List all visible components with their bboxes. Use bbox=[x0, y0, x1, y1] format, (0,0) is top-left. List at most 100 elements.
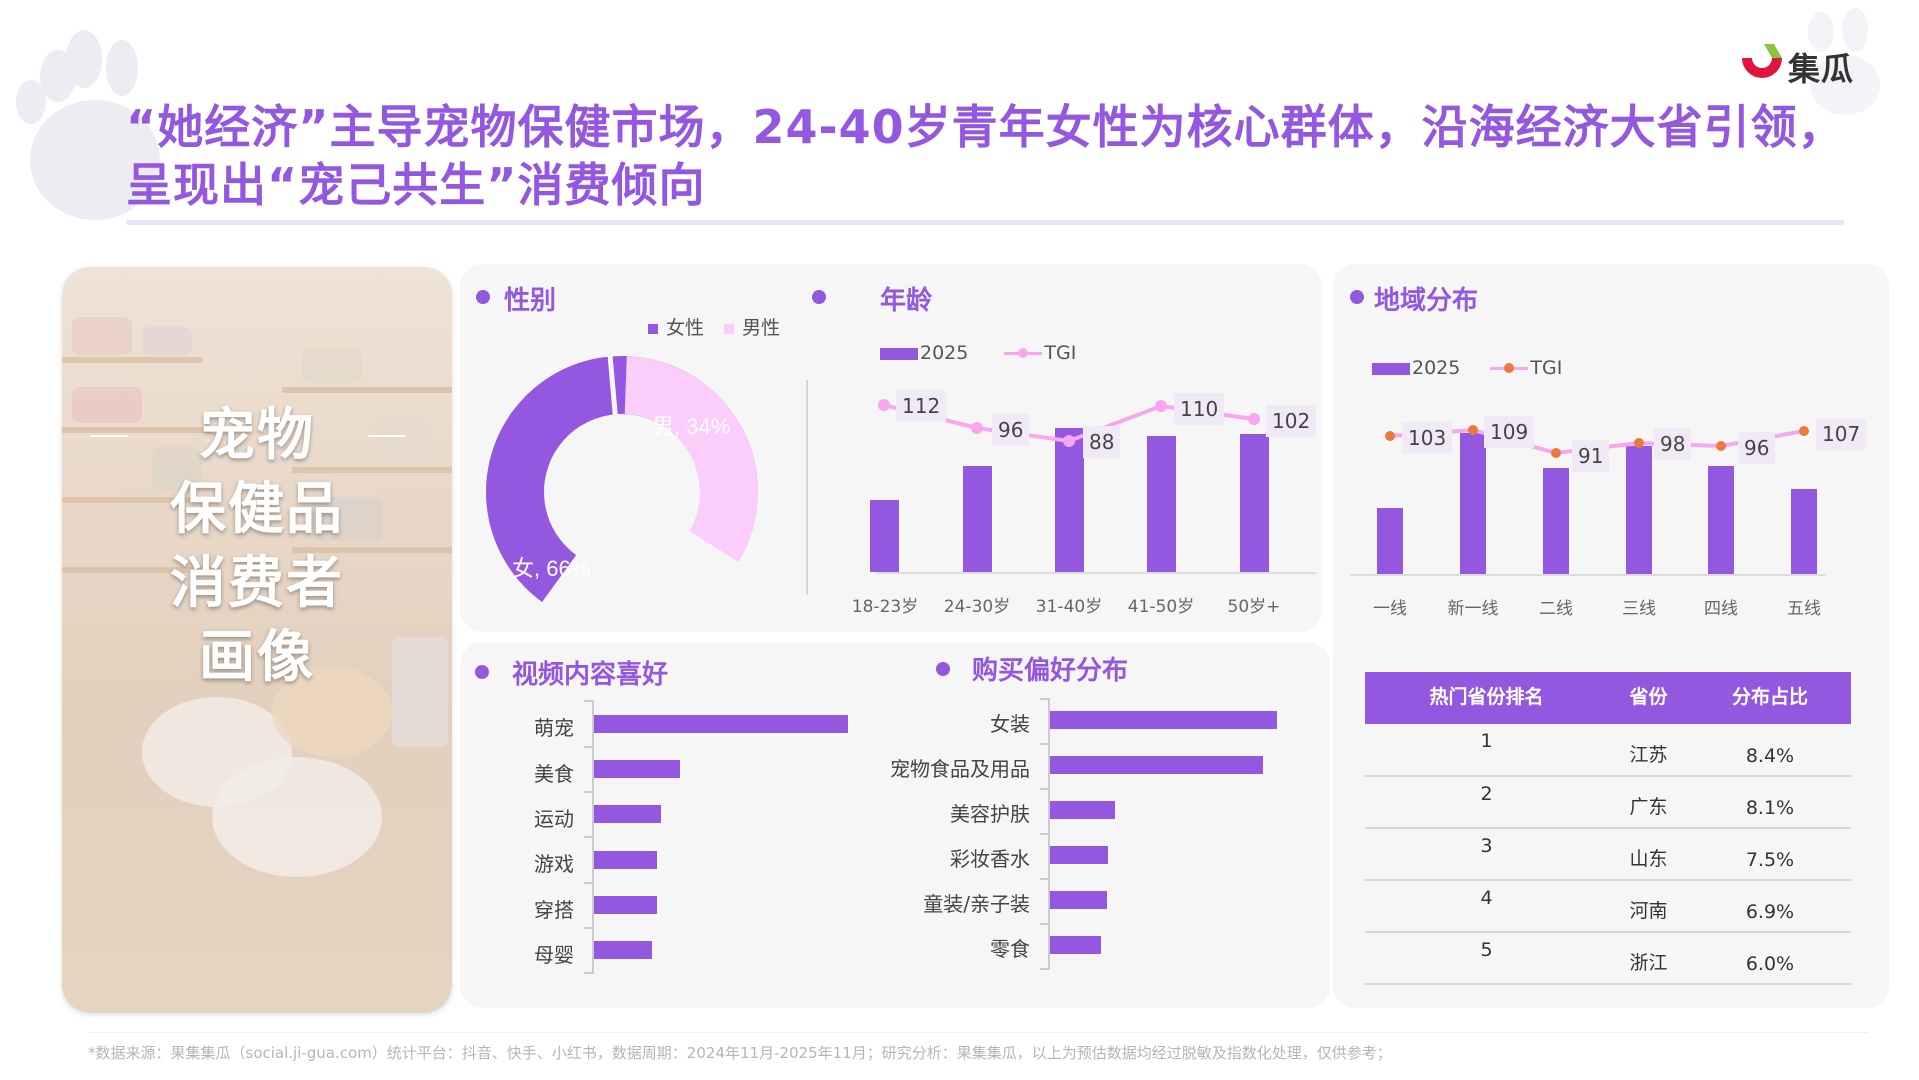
gender-title: 性别 bbox=[504, 286, 557, 316]
section-dot bbox=[475, 665, 489, 679]
female-slice-label: 女, 66% bbox=[512, 556, 590, 581]
age-bar bbox=[963, 466, 992, 572]
age-x-label: 18-23岁 bbox=[851, 597, 919, 617]
region-title: 地域分布 bbox=[1374, 286, 1479, 316]
region-tgi-label: 103 bbox=[1402, 422, 1453, 454]
legend-line-swatch bbox=[1004, 348, 1043, 358]
header-province: 省份 bbox=[1607, 672, 1689, 724]
purchase-title: 购买偏好分布 bbox=[972, 656, 1129, 686]
video-category-label: 运动 bbox=[534, 807, 574, 831]
header-rank: 热门省份排名 bbox=[1365, 672, 1608, 724]
logo-text: 集瓜 bbox=[1788, 50, 1855, 88]
rank-cell: 2 bbox=[1365, 776, 1608, 829]
data-source-footnote: *数据来源：果集集瓜（social.ji-gua.com）统计平台：抖音、快手、… bbox=[88, 1044, 1392, 1062]
video-bar bbox=[594, 896, 657, 914]
purchase-category-label: 零食 bbox=[990, 937, 1030, 961]
purchase-category-label: 女装 bbox=[990, 712, 1030, 736]
table-row: 4 河南 6.9% bbox=[1365, 880, 1851, 933]
purchase-category-label: 宠物食品及用品 bbox=[890, 757, 1030, 781]
cover-title: 宠物 保健品 消费者 画像 bbox=[170, 403, 344, 690]
video-bar bbox=[594, 805, 661, 823]
share-cell: 6.0% bbox=[1688, 932, 1851, 985]
footer-divider bbox=[88, 1032, 1868, 1033]
purchase-y-axis bbox=[1048, 698, 1050, 970]
video-category-label: 游戏 bbox=[534, 852, 574, 876]
rank-cell: 4 bbox=[1365, 880, 1608, 933]
age-bar bbox=[1147, 436, 1176, 572]
region-bar bbox=[1460, 433, 1486, 574]
legend-bar-swatch bbox=[1372, 362, 1410, 375]
province-cell: 广东 bbox=[1607, 776, 1689, 829]
legend-swatch-male bbox=[724, 324, 735, 334]
age-legend: 2025 TGI bbox=[880, 342, 1076, 364]
video-title: 视频内容喜好 bbox=[512, 660, 669, 690]
age-bar bbox=[1240, 434, 1269, 572]
region-tgi-label: 91 bbox=[1572, 440, 1610, 472]
purchase-bar bbox=[1050, 756, 1263, 774]
region-tgi-label: 109 bbox=[1484, 416, 1535, 448]
male-slice-label: 男, 34% bbox=[652, 414, 730, 439]
purchase-bar bbox=[1050, 936, 1101, 954]
video-y-axis bbox=[592, 700, 594, 974]
jigua-logo-icon bbox=[1742, 44, 1782, 78]
age-bar bbox=[1055, 428, 1084, 572]
table-row: 5 浙江 6.0% bbox=[1365, 932, 1851, 985]
section-dot bbox=[936, 662, 950, 676]
video-bar bbox=[594, 715, 848, 733]
video-category-label: 萌宠 bbox=[534, 716, 574, 740]
cover-photo-card: 宠物 保健品 消费者 画像 bbox=[62, 267, 452, 1013]
region-x-label: 三线 bbox=[1622, 599, 1656, 619]
legend-bar-swatch bbox=[880, 347, 918, 360]
age-x-label: 50岁+ bbox=[1227, 597, 1281, 617]
age-x-axis bbox=[876, 572, 1316, 574]
region-x-axis bbox=[1350, 574, 1825, 576]
region-x-label: 四线 bbox=[1704, 599, 1738, 619]
province-ranking-table: 热门省份排名 省份 分布占比 1 江苏 8.4% 2 广东 8.1% 3 山东 … bbox=[1365, 672, 1851, 985]
province-cell: 山东 bbox=[1607, 828, 1689, 881]
rank-cell: 3 bbox=[1365, 828, 1608, 881]
age-tgi-label: 96 bbox=[992, 414, 1030, 446]
region-bar bbox=[1626, 446, 1652, 574]
purchase-bar bbox=[1050, 801, 1115, 819]
title-divider bbox=[126, 220, 1844, 225]
age-x-label: 41-50岁 bbox=[1127, 597, 1195, 617]
purchase-bar bbox=[1050, 891, 1107, 909]
region-tgi-label: 98 bbox=[1654, 428, 1692, 460]
title-line-1: “她经济”主导宠物保健市场，24-40岁青年女性为核心群体，沿海经济大省引领， bbox=[126, 100, 1845, 154]
legend-line-swatch bbox=[1490, 363, 1529, 373]
province-cell: 浙江 bbox=[1607, 932, 1689, 985]
age-x-label: 31-40岁 bbox=[1035, 597, 1103, 617]
age-tgi-label: 112 bbox=[896, 390, 947, 422]
legend-swatch-female bbox=[648, 324, 658, 334]
gender-donut-chart: 男, 34% 女, 66% bbox=[486, 352, 758, 629]
age-tgi-label: 102 bbox=[1266, 405, 1317, 437]
province-cell: 河南 bbox=[1607, 880, 1689, 933]
section-dot bbox=[1350, 290, 1364, 304]
page-title: “她经济”主导宠物保健市场，24-40岁青年女性为核心群体，沿海经济大省引领， … bbox=[126, 98, 1846, 214]
region-x-label: 新一线 bbox=[1447, 599, 1499, 619]
section-dot bbox=[812, 290, 826, 304]
section-dot bbox=[476, 290, 490, 304]
header-share: 分布占比 bbox=[1688, 672, 1851, 724]
jigua-logo: 集瓜 bbox=[1738, 40, 1898, 90]
gender-legend: 女性 男性 bbox=[648, 313, 780, 340]
purchase-bar bbox=[1050, 711, 1277, 729]
video-bar bbox=[594, 851, 657, 869]
video-category-label: 母婴 bbox=[534, 943, 574, 967]
region-x-label: 二线 bbox=[1539, 599, 1573, 619]
share-cell: 8.4% bbox=[1688, 724, 1851, 777]
purchase-category-label: 童装/亲子装 bbox=[923, 892, 1030, 916]
share-cell: 8.1% bbox=[1688, 776, 1851, 829]
share-cell: 6.9% bbox=[1688, 880, 1851, 933]
table-row: 3 山东 7.5% bbox=[1365, 828, 1851, 881]
rank-cell: 5 bbox=[1365, 932, 1608, 985]
age-bar bbox=[870, 500, 899, 572]
share-cell: 7.5% bbox=[1688, 828, 1851, 881]
video-bar bbox=[594, 941, 652, 959]
region-tgi-label: 96 bbox=[1738, 432, 1776, 464]
title-line-2: 呈现出“宠己共生”消费倾向 bbox=[126, 158, 706, 212]
video-category-label: 美食 bbox=[534, 762, 574, 786]
table-row: 1 江苏 8.4% bbox=[1365, 724, 1851, 777]
rank-cell: 1 bbox=[1365, 724, 1608, 777]
title-dash-right bbox=[368, 435, 406, 437]
